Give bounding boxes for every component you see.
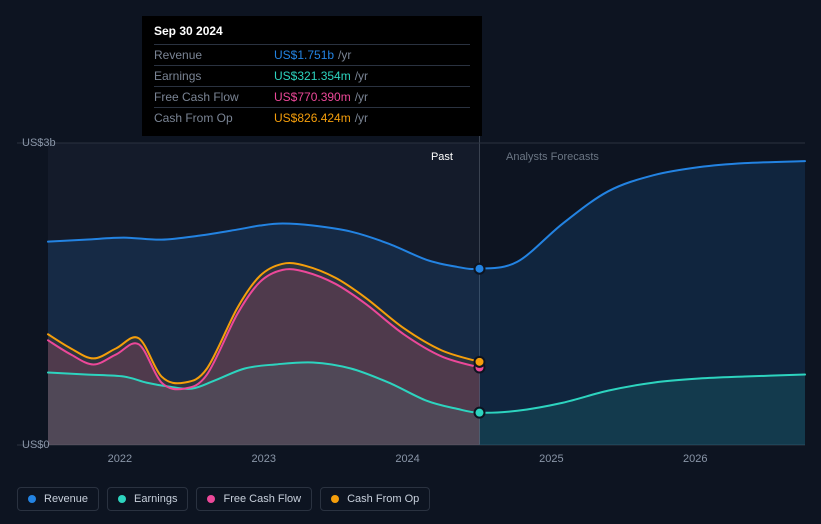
tooltip-row-unit: /yr [355,69,368,83]
legend-dot [118,495,126,503]
x-tick-label: 2022 [108,453,132,465]
tooltip-row: Cash From OpUS$826.424m/yr [154,107,470,128]
legend-item[interactable]: Revenue [17,487,99,511]
tooltip: Sep 30 2024 RevenueUS$1.751b/yrEarningsU… [142,16,482,136]
section-label: Analysts Forecasts [506,151,599,163]
legend-item[interactable]: Free Cash Flow [196,487,312,511]
x-tick-label: 2025 [539,453,563,465]
tooltip-row-label: Earnings [154,69,274,83]
y-tick-label: US$3b [22,137,56,149]
legend-label: Cash From Op [347,493,419,505]
legend-label: Revenue [44,493,88,505]
legend-label: Earnings [134,493,177,505]
x-tick-label: 2026 [683,453,707,465]
legend-item[interactable]: Earnings [107,487,188,511]
tooltip-row-value: US$770.390m [274,90,351,104]
legend: Revenue Earnings Free Cash Flow Cash From O… [17,487,430,511]
tooltip-row-value: US$1.751b [274,48,334,62]
x-tick-label: 2024 [395,453,419,465]
legend-label: Free Cash Flow [223,493,301,505]
tooltip-row-label: Revenue [154,48,274,62]
tooltip-row-unit: /yr [355,111,368,125]
tooltip-row-value: US$321.354m [274,69,351,83]
legend-item[interactable]: Cash From Op [320,487,430,511]
legend-dot [331,495,339,503]
tooltip-row-label: Free Cash Flow [154,90,274,104]
x-tick-label: 2023 [251,453,275,465]
tooltip-row-label: Cash From Op [154,111,274,125]
tooltip-row: EarningsUS$321.354m/yr [154,65,470,86]
tooltip-row: RevenueUS$1.751b/yr [154,44,470,65]
legend-dot [28,495,36,503]
tooltip-row: Free Cash FlowUS$770.390m/yr [154,86,470,107]
tooltip-row-unit: /yr [355,90,368,104]
legend-dot [207,495,215,503]
tooltip-title: Sep 30 2024 [154,24,470,44]
tooltip-row-unit: /yr [338,48,351,62]
y-tick-label: US$0 [22,439,50,451]
section-label: Past [431,151,453,163]
tooltip-row-value: US$826.424m [274,111,351,125]
